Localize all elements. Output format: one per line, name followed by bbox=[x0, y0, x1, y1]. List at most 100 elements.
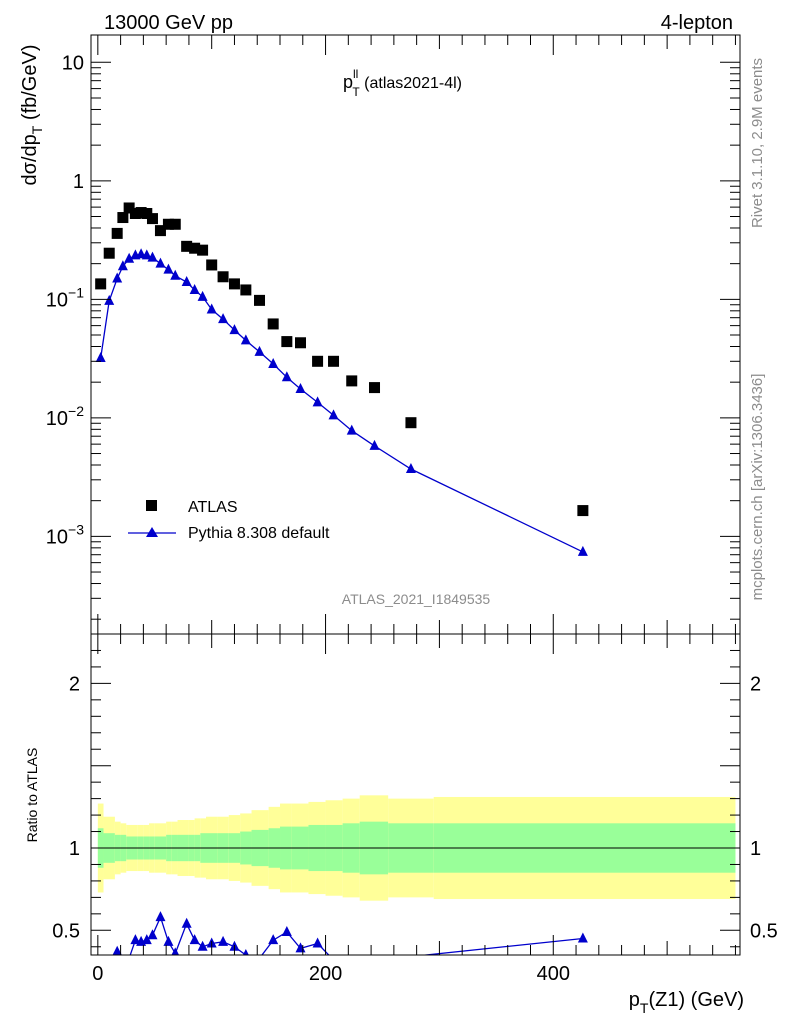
main-y-tick-label: 10−3 bbox=[46, 521, 84, 548]
atlas-point bbox=[346, 375, 358, 387]
atlas-point bbox=[141, 207, 153, 219]
ratio-point bbox=[155, 911, 166, 922]
pythia-line bbox=[100, 253, 584, 553]
analysis-watermark: ATLAS_2021_I1849535 bbox=[342, 591, 491, 607]
atlas-point bbox=[312, 355, 324, 367]
ratio-y-tick-label: 0.5 bbox=[52, 920, 80, 942]
ratio-line bbox=[261, 931, 330, 955]
pythia-point bbox=[163, 263, 174, 274]
atlas-point bbox=[123, 202, 135, 214]
atlas-point bbox=[577, 505, 589, 517]
x-axis-label: pT(Z1) (GeV) bbox=[629, 989, 744, 1016]
pythia-point bbox=[577, 545, 588, 556]
atlas-point bbox=[228, 278, 240, 290]
main-y-tick-label-base: 10 bbox=[46, 408, 68, 430]
atlas-point bbox=[189, 242, 201, 254]
pythia-point bbox=[141, 249, 152, 260]
plot-title-rest: (atlas2021-4l) bbox=[360, 75, 462, 92]
ratio-plot-frame bbox=[90, 633, 741, 956]
ratio-plot-ticks: 0.5 0.5 1 1 2 2 0 200 400 bbox=[52, 634, 778, 985]
main-y-axis-label: dσ/dpT (fb/GeV) bbox=[19, 45, 45, 186]
x-tick-label: 400 bbox=[537, 963, 570, 985]
main-plot-data bbox=[95, 202, 589, 556]
main-plot-frame bbox=[90, 34, 741, 635]
x-axis-label-main: p bbox=[629, 989, 640, 1011]
pythia-point bbox=[147, 251, 158, 262]
ratio-point bbox=[171, 947, 180, 955]
atlas-point bbox=[95, 278, 107, 290]
ratio-point bbox=[130, 934, 141, 945]
header-left-label: 13000 GeV pp bbox=[104, 12, 233, 34]
pythia-point bbox=[281, 371, 292, 382]
main-y-tick-label-exp: −1 bbox=[68, 284, 84, 300]
ratio-point bbox=[163, 935, 174, 946]
main-y-tick-label: 10−2 bbox=[46, 403, 84, 430]
main-y-axis-label-main: dσ/dp bbox=[19, 134, 41, 185]
pythia-point bbox=[206, 303, 217, 314]
legend-marker-pythia bbox=[146, 527, 158, 537]
pythia-point bbox=[229, 324, 240, 335]
plot-title-main: p bbox=[343, 72, 353, 92]
main-y-tick-label-base: 10 bbox=[46, 289, 68, 311]
atlas-point bbox=[369, 382, 381, 394]
atlas-point bbox=[162, 218, 174, 230]
pythia-point bbox=[124, 252, 135, 263]
pythia-point bbox=[254, 345, 265, 356]
legend-label-pythia: Pythia 8.308 default bbox=[188, 525, 330, 542]
ratio-point bbox=[218, 935, 229, 946]
main-y-tick-label-exp: −2 bbox=[68, 403, 84, 419]
x-tick-label: 200 bbox=[309, 963, 342, 985]
ratio-point bbox=[268, 934, 279, 945]
pythia-point bbox=[312, 396, 323, 407]
main-y-tick-label-exp: −3 bbox=[68, 521, 84, 537]
pythia-point bbox=[218, 313, 229, 324]
main-y-tick-label-base: 10 bbox=[46, 526, 68, 548]
ratio-y-tick-label: 2 bbox=[69, 673, 80, 695]
pythia-point bbox=[112, 272, 123, 283]
main-y-tick-label: 1 bbox=[73, 171, 84, 193]
legend-entry-atlas: ATLAS bbox=[146, 499, 238, 516]
atlas-point bbox=[103, 247, 115, 259]
atlas-point bbox=[267, 318, 279, 330]
ratio-point bbox=[577, 932, 588, 943]
main-y-axis-label-sub: T bbox=[29, 125, 45, 134]
main-y-tick-label: 10 bbox=[62, 52, 84, 74]
pythia-point bbox=[181, 276, 192, 287]
pythia-point bbox=[268, 357, 279, 368]
pythia-point bbox=[95, 351, 106, 362]
atlas-point bbox=[240, 284, 252, 296]
x-axis-label-rest: (Z1) (GeV) bbox=[648, 989, 744, 1011]
ratio-point bbox=[242, 949, 249, 955]
pythia-point bbox=[170, 269, 181, 280]
atlas-point bbox=[281, 336, 293, 348]
ratio-point bbox=[197, 940, 208, 951]
atlas-point bbox=[129, 207, 141, 219]
atlas-point bbox=[111, 227, 123, 239]
mcplots-label: mcplots.cern.ch [arXiv:1306.3436] bbox=[749, 374, 766, 601]
atlas-point bbox=[295, 337, 307, 349]
legend-label-atlas: ATLAS bbox=[188, 499, 238, 516]
ratio-point bbox=[147, 929, 158, 940]
atlas-point bbox=[181, 240, 193, 252]
legend-entry-pythia: Pythia 8.308 default bbox=[128, 525, 330, 542]
atlas-point bbox=[328, 355, 340, 367]
pythia-point bbox=[155, 257, 166, 268]
pythia-point bbox=[346, 424, 357, 435]
ratio-y-tick-label-right: 2 bbox=[750, 673, 761, 695]
atlas-point bbox=[206, 259, 218, 271]
atlas-point bbox=[217, 271, 229, 283]
ratio-y-tick-label-right: 0.5 bbox=[750, 920, 778, 942]
atlas-point bbox=[254, 294, 266, 306]
ratio-y-tick-label: 1 bbox=[69, 838, 80, 860]
atlas-point bbox=[135, 207, 147, 219]
x-tick-label: 0 bbox=[92, 963, 103, 985]
ratio-y-tick-label-right: 1 bbox=[750, 838, 761, 860]
ratio-point bbox=[112, 945, 122, 955]
ratio-y-axis-label: Ratio to ATLAS bbox=[24, 748, 40, 843]
ratio-point bbox=[181, 917, 192, 928]
ratio-point bbox=[141, 934, 152, 945]
pythia-point bbox=[197, 290, 208, 301]
